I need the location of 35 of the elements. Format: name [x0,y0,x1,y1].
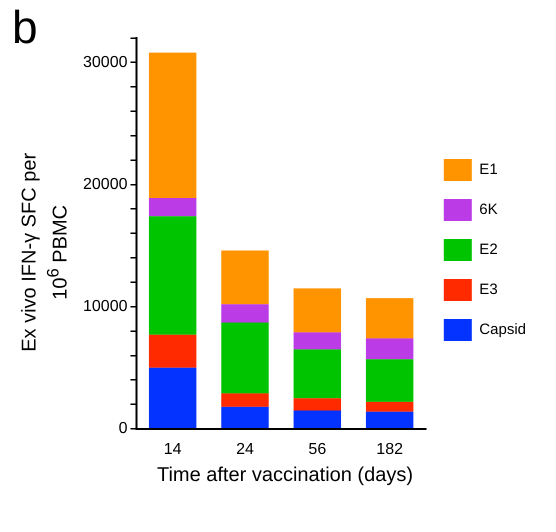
bar [148,368,196,428]
y-tick-label: 30000 [82,54,128,71]
bar [294,398,342,410]
bar [148,52,196,198]
bar [148,334,196,368]
x-tick-label: 14 [164,440,182,458]
bar [221,250,269,304]
legend-label: E3 [479,281,498,298]
bar [221,322,269,394]
y-tick-label: 20000 [82,176,128,193]
text: b [12,0,38,54]
bar [294,410,342,428]
bar [294,332,342,350]
legend-label: Capsid [479,321,526,338]
bar [366,338,414,360]
bar [221,304,269,323]
bar [366,298,414,338]
bar [221,393,269,407]
legend-label: 6K [479,201,498,218]
x-tick-label: 24 [236,440,254,458]
bar [148,216,196,335]
y-tick-label: 10000 [82,298,128,316]
y-tick-label: 0 [118,420,128,438]
bar [294,288,342,332]
bar [366,359,414,402]
legend-label: E2 [479,241,498,258]
x-tick-label: 56 [308,440,326,458]
x-axis-title: Time after vaccination (days) [156,463,414,488]
bar [366,412,414,428]
bar [294,349,342,398]
bar [148,198,196,216]
bar [221,406,269,428]
bar [366,402,414,412]
legend-label: E1 [479,161,498,178]
x-tick-label: 182 [376,440,404,458]
